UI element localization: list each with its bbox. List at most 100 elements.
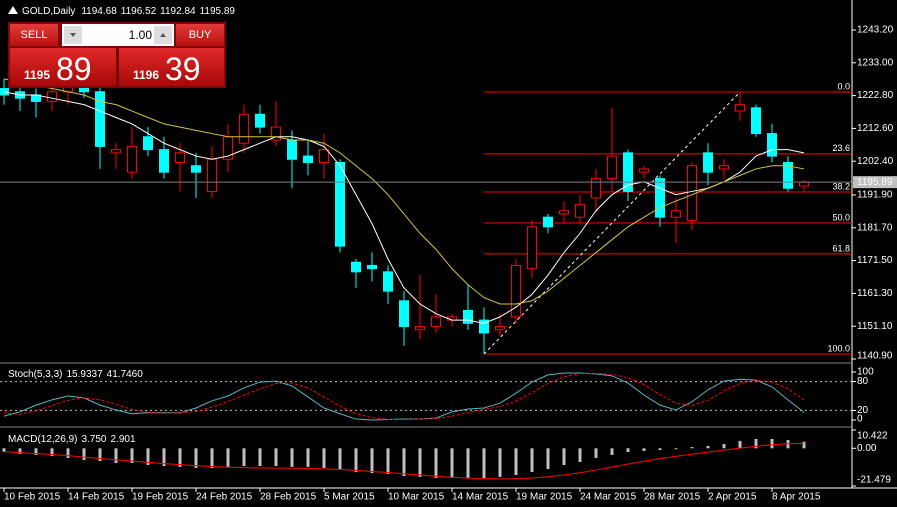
x-tick-label: 19 Mar 2015 xyxy=(516,492,573,503)
x-tick-label: 2 Apr 2015 xyxy=(708,492,757,503)
candle-body xyxy=(639,168,649,173)
arrow-icon xyxy=(70,33,76,37)
candle-body xyxy=(367,264,377,270)
indicator-line xyxy=(3,78,805,305)
chart-header: GOLD,Daily 1194.68 1196.52 1192.84 1195.89 xyxy=(22,6,235,17)
x-tick-label: 10 Feb 2015 xyxy=(4,492,61,503)
candle-body xyxy=(127,145,137,173)
candle-body xyxy=(207,158,217,192)
arrow-icon xyxy=(160,33,166,37)
candle-body xyxy=(271,126,281,141)
candle-body xyxy=(543,216,553,228)
candle-body xyxy=(655,178,665,218)
histogram-bar xyxy=(610,448,614,455)
x-tick-label: 28 Feb 2015 xyxy=(260,492,317,503)
candle-body xyxy=(175,152,185,164)
fibo-label: 100.0 xyxy=(827,343,850,353)
indicator-value: 3.750 xyxy=(81,434,106,445)
histogram-bar xyxy=(242,448,246,467)
y-tick-label: 1212.60 xyxy=(857,123,894,134)
sell-price[interactable]: 1195 89 xyxy=(10,48,116,87)
histogram-bar xyxy=(770,438,774,449)
price-label: 1195.89 xyxy=(857,177,893,188)
x-tick-label: 28 Mar 2015 xyxy=(644,492,701,503)
y-tick-label: 1171.50 xyxy=(857,255,893,266)
x-tick-label: 14 Feb 2015 xyxy=(68,492,125,503)
lot-decrease[interactable] xyxy=(64,26,82,44)
y-tick-label: 1243.20 xyxy=(857,25,894,36)
histogram-bar xyxy=(130,448,134,464)
fibo-label: 38.2 xyxy=(832,181,850,191)
histogram-bar xyxy=(210,448,214,468)
indicator-line xyxy=(3,442,805,480)
indicator-title: Stoch(5,3,3) xyxy=(8,369,62,380)
y-tick-label: 1140.90 xyxy=(857,351,893,362)
candle-body xyxy=(559,210,569,215)
sell-price-main: 1195 xyxy=(24,68,51,82)
candle-body xyxy=(751,107,761,135)
candle-body xyxy=(415,326,425,331)
candle-body xyxy=(143,136,153,151)
histogram-bar xyxy=(66,448,70,458)
y-tick-label: 1233.00 xyxy=(857,57,894,68)
x-tick-label: 19 Feb 2015 xyxy=(132,492,189,503)
candle-body xyxy=(511,264,521,318)
y-tick-label: 1222.80 xyxy=(857,90,894,101)
indicator-label: Stoch(5,3,3) 15.9337 41.7460 xyxy=(8,369,143,380)
candle-body xyxy=(351,261,361,273)
candle-body xyxy=(399,300,409,328)
histogram-bar xyxy=(466,448,470,478)
buy-price-main: 1196 xyxy=(133,68,160,82)
sell-button[interactable]: SELL xyxy=(10,24,58,46)
histogram-bar xyxy=(274,448,278,467)
x-tick-label: 24 Mar 2015 xyxy=(580,492,637,503)
indicator-label: MACD(12,26,9) 3.750 2.901 xyxy=(8,434,136,445)
collapse-icon[interactable] xyxy=(8,6,18,14)
histogram-bar xyxy=(2,448,6,452)
lot-input[interactable]: 1.00 xyxy=(62,24,174,46)
candle-body xyxy=(719,165,729,170)
candle-body xyxy=(591,178,601,199)
candle-body xyxy=(303,155,313,164)
buy-price-pips: 39 xyxy=(165,51,201,87)
histogram-bar xyxy=(290,448,294,467)
symbol: GOLD,Daily xyxy=(22,6,75,17)
y-tick-label: 1191.90 xyxy=(857,190,893,201)
histogram-bar xyxy=(658,448,662,451)
candle-body xyxy=(287,139,297,160)
buy-price[interactable]: 1196 39 xyxy=(119,48,224,87)
histogram-bar xyxy=(98,448,102,461)
candle-body xyxy=(319,149,329,164)
y-tick-label: 1161.30 xyxy=(857,288,893,299)
histogram-bar xyxy=(34,448,38,455)
buy-button[interactable]: BUY xyxy=(176,24,224,46)
sell-price-pips: 89 xyxy=(56,51,92,87)
indicator-value: 2.901 xyxy=(111,434,136,445)
histogram-bar xyxy=(594,448,598,458)
histogram-bar xyxy=(578,448,582,462)
histogram-bar xyxy=(546,448,550,470)
fibo-label: 0.0 xyxy=(837,81,850,91)
x-tick-label: 5 Mar 2015 xyxy=(324,492,375,503)
y-tick-label: 1202.40 xyxy=(857,156,894,167)
candle-body xyxy=(495,326,505,331)
histogram-bar xyxy=(178,448,182,467)
x-tick-label: 24 Feb 2015 xyxy=(196,492,253,503)
x-tick-label: 10 Mar 2015 xyxy=(388,492,445,503)
fibo-label: 61.8 xyxy=(832,243,850,253)
candle-body xyxy=(607,155,617,180)
header-close: 1195.89 xyxy=(200,6,236,17)
indicator-value: 15.9337 xyxy=(66,369,103,380)
histogram-bar xyxy=(162,448,166,467)
histogram-bar xyxy=(690,447,694,449)
lot-increase[interactable] xyxy=(154,26,172,44)
histogram-bar xyxy=(482,448,486,478)
y-tick-label: 0.00 xyxy=(857,443,877,454)
y-tick-label: 1151.10 xyxy=(857,321,893,332)
histogram-bar xyxy=(562,448,566,465)
histogram-bar xyxy=(18,448,22,454)
price-label-bg xyxy=(853,176,897,189)
y-tick-label: 20 xyxy=(857,405,869,416)
candle-body xyxy=(703,152,713,173)
